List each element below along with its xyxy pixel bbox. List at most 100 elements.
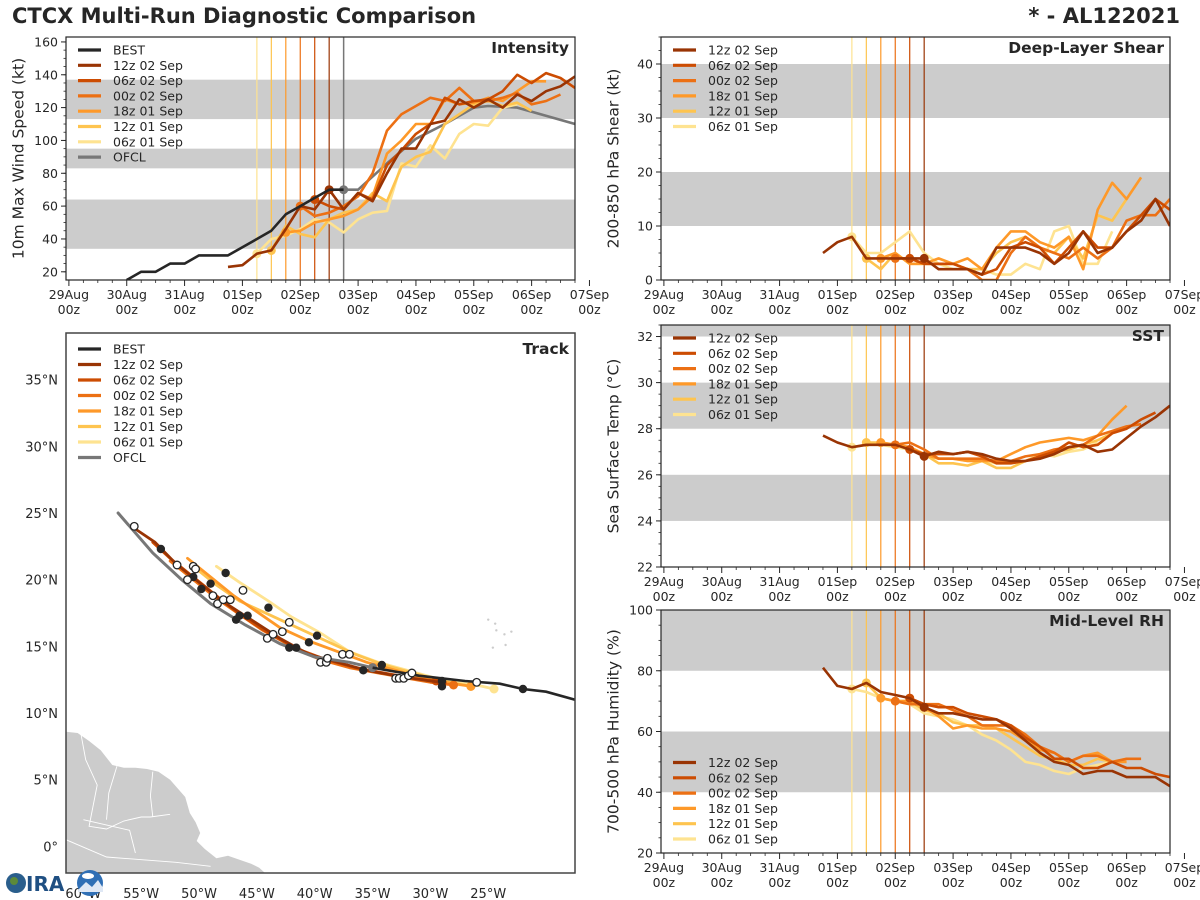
x-tick-label: 00z [231,302,254,317]
x-tick-label: 31Aug [759,860,799,875]
track-point-open [183,575,192,585]
panel-title: Mid-Level RH [1049,612,1164,630]
panel-title: Track [523,340,570,358]
country-border [83,819,136,854]
legend-label: 00z 02 Sep [113,388,183,403]
track-point-open [284,617,294,627]
y-tick-label: 32 [637,329,653,344]
track-point-open [472,677,482,687]
y-tick-label: 30 [637,111,653,126]
y-tick-label: 0 [645,273,653,288]
y-tick-label: 60 [42,199,58,214]
track-line-best [372,666,575,701]
track-point-filled [304,638,314,647]
legend-label: 00z 02 Sep [708,361,778,376]
series-line-06z-02-sep [909,696,1170,779]
track-point-filled [264,603,273,612]
ofcl-start-marker [368,663,378,673]
x-tick-label: 00z [520,302,543,317]
x-tick-label: 07Sep [570,287,610,302]
legend-label: 06z 02 Sep [708,58,778,73]
track-point-filled [312,631,322,640]
y-tick-label: 100 [629,603,653,618]
island [510,630,513,633]
track-point-filled [156,544,166,554]
x-tick-label: 00z [884,875,907,890]
x-tick-label: 00z [58,302,81,317]
x-tick-label: 02Sep [876,574,916,589]
x-tick-label: 00z [826,875,849,890]
x-tick-label: 07Sep [1165,860,1200,875]
cloud-shape [82,873,94,879]
threshold-band [661,64,1170,118]
country-border [149,771,154,818]
x-tick-label: 00z [1058,875,1081,890]
island [493,622,497,625]
threshold-band [661,325,1170,337]
x-tick-label: 00z [1173,875,1196,890]
country-border [106,766,118,820]
legend-label: 18z 01 Sep [708,801,778,816]
track-point-filled [243,611,252,620]
panel-title: SST [1132,327,1165,345]
y-tick-label: 24 [637,513,653,528]
x-tick-label: 00z [1000,589,1023,604]
series-line-12z-02-sep [822,197,1170,276]
legend-label: 06z 01 Sep [708,407,778,422]
y-tick-label: 20 [637,846,653,861]
track-line-ofcl [116,511,375,670]
lat-tick-label: 0° [43,840,58,855]
island [504,643,507,647]
legend-label: 12z 02 Sep [708,43,778,58]
plot-area [661,37,1170,280]
x-tick-label: 29Aug [49,287,89,302]
page-title: CTCX Multi-Run Diagnostic Comparison [12,4,477,28]
legend-label: 00z 02 Sep [708,73,778,88]
legend-label: 06z 02 Sep [708,346,778,361]
panel-title: Deep-Layer Shear [1008,39,1164,57]
x-tick-label: 04Sep [991,860,1031,875]
y-tick-label: 26 [637,467,653,482]
panel-title: Intensity [491,39,569,57]
legend-label: OFCL [113,150,146,165]
track-point-filled [285,643,294,652]
x-tick-label: 00z [653,875,676,890]
lon-tick-label: 45°W [239,887,275,900]
legend-label: 18z 01 Sep [113,104,183,119]
y-tick-label: 30 [637,375,653,390]
threshold-band [661,610,1170,671]
init-marker [876,693,886,703]
x-tick-label: 30Aug [702,287,742,302]
y-tick-label: 140 [34,67,58,82]
track-point-open [238,585,248,595]
legend-label: 12z 02 Sep [113,58,183,73]
y-tick-label: 100 [34,133,58,148]
panel-intensity: 2040608010012014016029Aug00z30Aug00z31Au… [10,34,610,317]
legend-label: 06z 02 Sep [708,770,778,785]
track-point-open [322,653,332,663]
x-tick-label: 00z [347,302,370,317]
track-point-filled [206,579,215,588]
mountain-shape [78,880,103,892]
lon-tick-label: 55°W [123,887,159,900]
legend-label: OFCL [113,450,146,465]
track-point-open [208,591,218,601]
cira-logo-text: IRA [26,872,65,896]
legend-label: 00z 02 Sep [113,88,183,103]
x-tick-label: 06Sep [1107,860,1147,875]
series-line-12z-02-sep [822,404,1170,463]
x-tick-label: 00z [405,302,428,317]
x-tick-label: 00z [1173,589,1196,604]
series-line-18z-01-sep [285,80,547,234]
threshold-band [661,382,1170,429]
x-tick-label: 00z [826,589,849,604]
legend-label: 12z 01 Sep [708,816,778,831]
y-tick-label: 60 [637,724,653,739]
lat-tick-label: 25°N [25,507,58,522]
legend-label: 00z 02 Sep [708,786,778,801]
track-point-filled [518,684,528,694]
